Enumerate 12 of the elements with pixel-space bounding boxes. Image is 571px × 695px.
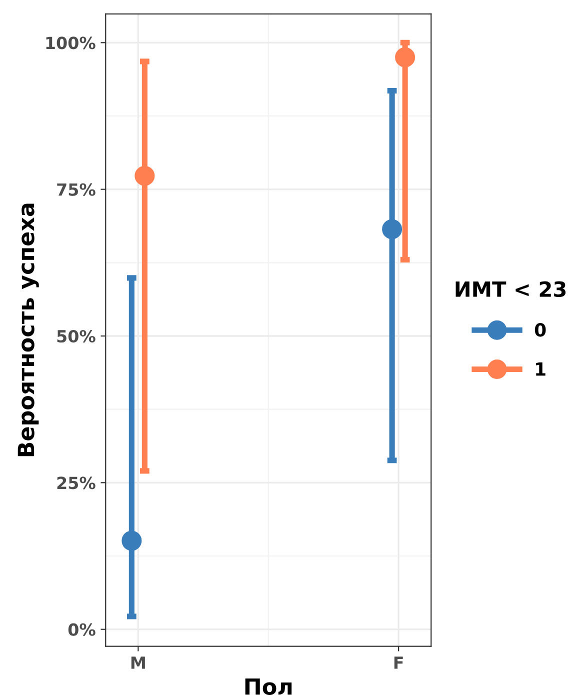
- x-tick-label: M: [131, 656, 145, 669]
- y-tick-label: 75%: [57, 183, 96, 196]
- legend-title: ИМТ < 23: [456, 281, 566, 298]
- y-tick-label: 50%: [57, 330, 96, 343]
- y-tick-label: 0%: [68, 623, 96, 636]
- x-tick-label: F: [394, 656, 403, 669]
- x-axis-title: Пол: [245, 678, 292, 695]
- y-tick-label: 25%: [57, 476, 96, 490]
- legend-label: 0: [534, 323, 546, 337]
- y-tick-label: 100%: [46, 36, 96, 50]
- y-axis-title: Вероятность успеха: [18, 204, 39, 456]
- legend-label: 1: [536, 362, 546, 376]
